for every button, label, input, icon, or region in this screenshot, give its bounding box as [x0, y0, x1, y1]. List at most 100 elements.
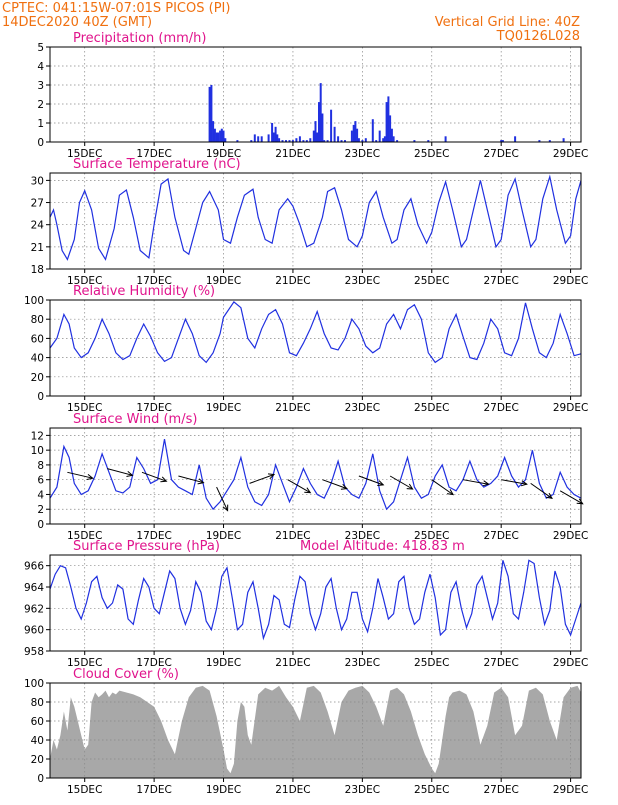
panel-rh: Relative Humidity (%) 0 20 40 60 80 100 15DEC 17…: [24, 284, 588, 414]
precip-bar: [321, 113, 324, 142]
precip-bar: [215, 132, 218, 142]
panel-cloud: Cloud Cover (%) 0 20 40 60 80 100 15DEC 17DEC 19D…: [24, 667, 588, 796]
wind-arrow: [389, 475, 414, 490]
precip-bar: [208, 86, 211, 142]
wind-arrow: [249, 473, 276, 484]
precip-bar: [302, 140, 305, 142]
precip-bar: [387, 96, 390, 142]
wind-arrow-head: [447, 489, 455, 496]
panel-frame-temp: [49, 172, 582, 270]
wind-arrow-shaft: [358, 475, 384, 486]
xtick-label-pressure: 17DEC: [136, 657, 171, 669]
precip-bar: [274, 126, 277, 142]
precip-bar: [326, 140, 329, 142]
precip-bar: [354, 121, 357, 142]
header-run-date: 14DEC2020 40Z (GMT): [2, 15, 152, 30]
wind-arrow-head: [520, 480, 528, 487]
panel-pressure: Surface Pressure (hPa) Model Altitude: 41…: [24, 539, 588, 669]
precip-bar: [371, 119, 374, 142]
xtick-label-precip: 15DEC: [67, 148, 102, 160]
xtick-label-wind: 21DEC: [275, 530, 310, 542]
wind-arrow: [559, 490, 584, 505]
precip-bar: [316, 132, 319, 142]
ytick-label-cloud: 100: [24, 678, 44, 690]
precip-bar: [330, 109, 333, 142]
xtick-label-temp: 15DEC: [67, 275, 102, 287]
precip-bar: [276, 134, 279, 142]
xtick-label-precip: 29DEC: [553, 148, 588, 160]
xtick-label-temp: 27DEC: [483, 275, 518, 287]
wind-arrow-shaft: [216, 486, 229, 511]
xtick-label-wind: 19DEC: [206, 530, 241, 542]
precip-bar: [257, 136, 260, 142]
xtick-label-cloud: 29DEC: [553, 784, 588, 796]
series-line-wind: [49, 438, 582, 511]
ytick-label-precip: 0: [37, 137, 44, 149]
precip-bar: [352, 124, 355, 142]
precip-bar: [298, 136, 301, 142]
precip-bar: [514, 136, 517, 142]
ytick-label-temp: 24: [31, 220, 45, 232]
xtick-label-rh: 29DEC: [553, 402, 588, 414]
xtick-label-cloud: 23DEC: [345, 784, 380, 796]
ytick-label-cloud: 80: [31, 697, 44, 709]
ytick-label-rh: 80: [31, 314, 44, 326]
wind-arrow-head: [406, 483, 414, 490]
wind-arrow: [178, 475, 205, 485]
wind-arrow-shaft: [431, 479, 454, 496]
panel-title-pressure: Surface Pressure (hPa): [73, 539, 220, 554]
panel-title-wind: Surface Wind (m/s): [73, 412, 197, 427]
precip-bar: [337, 136, 340, 142]
precip-bar: [385, 102, 388, 142]
precip-bar: [291, 140, 294, 142]
header-station: CPTEC: 041:15W-07:01S PICOS (PI): [2, 1, 230, 16]
wind-arrow-head: [304, 487, 312, 494]
panel-frame-cloud: [49, 682, 582, 779]
xtick-label-cloud: 21DEC: [275, 784, 310, 796]
precip-bar: [312, 130, 315, 142]
series-line-pressure: [49, 559, 582, 641]
ytick-label-cloud: 20: [31, 754, 44, 766]
precip-bar: [323, 140, 326, 142]
precip-bar: [217, 132, 220, 142]
panel-frame-pressure: [49, 554, 582, 652]
precip-bar: [562, 138, 565, 142]
xtick-label-cloud: 25DEC: [414, 784, 449, 796]
ytick-label-wind: 12: [31, 430, 44, 442]
wind-arrow-shaft: [287, 479, 311, 494]
xtick-label-pressure: 15DEC: [67, 657, 102, 669]
xtick-label-rh: 25DEC: [414, 402, 449, 414]
xtick-label-precip: 21DEC: [275, 148, 310, 160]
ytick-label-pressure: 960: [24, 625, 44, 637]
precip-bar: [548, 140, 551, 142]
wind-arrow-shaft: [559, 490, 583, 505]
xtick-label-temp: 25DEC: [414, 275, 449, 287]
wind-arrow-shaft: [322, 479, 348, 490]
panel-frame-wind: [49, 427, 582, 525]
xtick-label-wind: 17DEC: [136, 530, 171, 542]
precip-bar: [357, 138, 360, 142]
xtick-label-precip: 19DEC: [206, 148, 241, 160]
ytick-label-temp: 27: [31, 198, 44, 210]
precip-bar: [340, 140, 343, 142]
precip-bar: [364, 138, 367, 142]
wind-arrow-shaft: [178, 475, 204, 484]
header-model-code: TQ0126L028: [496, 29, 580, 44]
wind-arrow-head: [197, 478, 205, 485]
ytick-label-precip: 2: [37, 99, 44, 111]
precip-bar: [344, 140, 346, 142]
wind-arrow: [107, 468, 134, 477]
ytick-label-precip: 4: [37, 61, 44, 73]
precip-bar: [285, 140, 287, 142]
precip-bar: [389, 115, 392, 142]
wind-arrow-head: [86, 474, 94, 480]
xtick-label-cloud: 15DEC: [67, 784, 102, 796]
ytick-label-cloud: 40: [31, 735, 44, 747]
ytick-label-wind: 6: [37, 475, 44, 487]
precip-bar: [267, 134, 270, 142]
xtick-label-pressure: 23DEC: [345, 657, 380, 669]
xtick-label-rh: 17DEC: [136, 402, 171, 414]
xtick-label-wind: 23DEC: [345, 530, 380, 542]
